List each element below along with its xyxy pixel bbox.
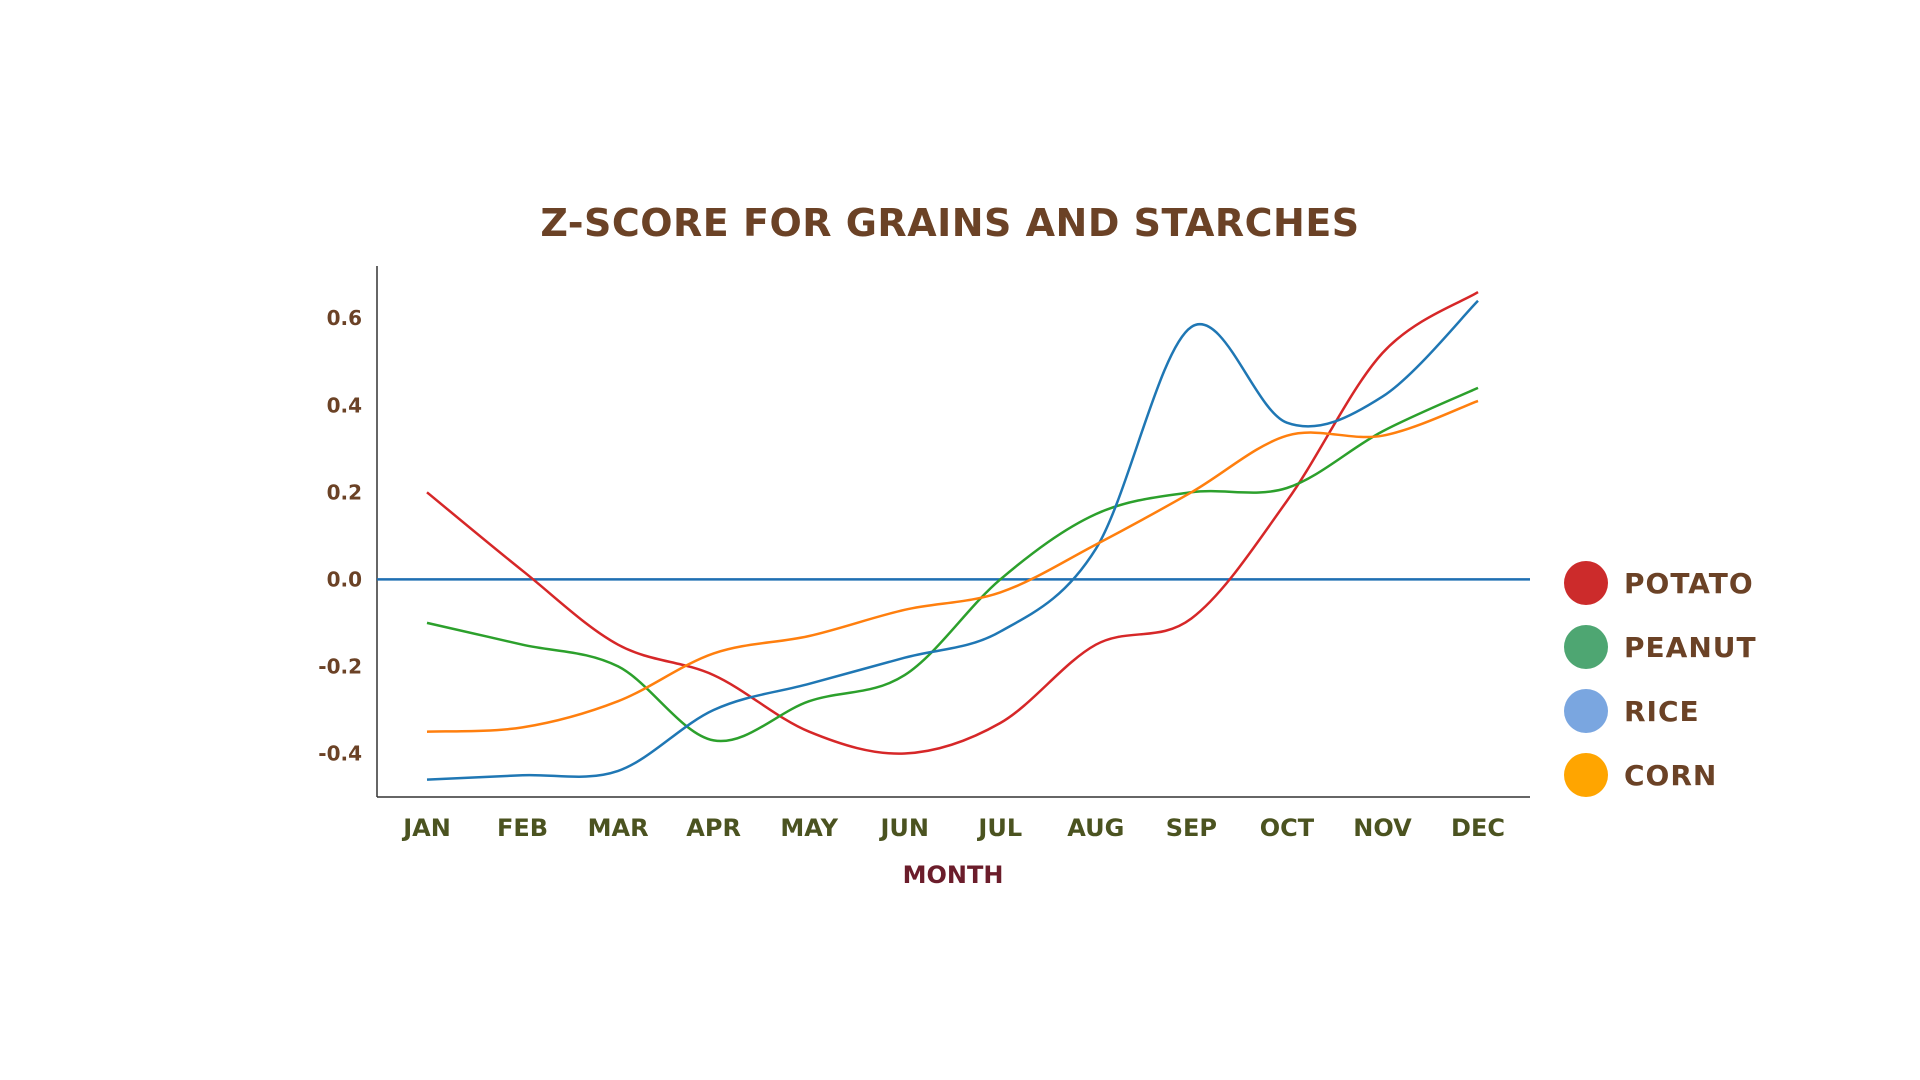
y-tick-label: 0.2 bbox=[327, 480, 362, 504]
x-tick-label: JUN bbox=[878, 814, 929, 842]
legend-label-corn: CORN bbox=[1624, 759, 1717, 792]
legend: POTATO PEANUT RICE CORN bbox=[1564, 561, 1757, 797]
chart-title: Z-SCORE FOR GRAINS AND STARCHES bbox=[540, 201, 1359, 245]
x-tick-label: APR bbox=[686, 814, 741, 842]
x-tick-labels: JAN FEB MAR APR MAY JUN JUL AUG SEP OCT NOV DEC bbox=[401, 814, 1505, 842]
y-tick-label: 0.4 bbox=[327, 393, 362, 417]
x-tick-label: SEP bbox=[1166, 814, 1217, 842]
series-line-peanut bbox=[426, 386, 1479, 743]
series-lines bbox=[426, 291, 1479, 781]
x-tick-label: JUL bbox=[976, 814, 1022, 842]
x-tick-label: JAN bbox=[401, 814, 451, 842]
x-tick-label: FEB bbox=[497, 814, 548, 842]
series-line-potato bbox=[426, 291, 1479, 755]
y-tick-label: -0.2 bbox=[318, 654, 362, 678]
x-tick-label: MAR bbox=[588, 814, 649, 842]
legend-marker-peanut bbox=[1564, 625, 1608, 669]
x-axis-label: MONTH bbox=[903, 861, 1004, 889]
y-tick-label: 0.6 bbox=[327, 306, 362, 330]
y-tick-labels: 0.6 0.4 0.2 0.0 -0.2 -0.4 bbox=[318, 306, 362, 765]
x-tick-label: OCT bbox=[1260, 814, 1315, 842]
y-tick-label: -0.4 bbox=[318, 741, 362, 765]
x-tick-label: AUG bbox=[1067, 814, 1124, 842]
legend-marker-corn bbox=[1564, 753, 1608, 797]
x-tick-label: NOV bbox=[1353, 814, 1412, 842]
legend-label-rice: RICE bbox=[1624, 695, 1700, 728]
series-line-corn bbox=[426, 399, 1479, 733]
legend-label-peanut: PEANUT bbox=[1624, 631, 1757, 664]
y-tick-label: 0.0 bbox=[327, 567, 362, 591]
x-tick-label: MAY bbox=[780, 814, 838, 842]
legend-label-potato: POTATO bbox=[1624, 567, 1754, 600]
legend-marker-potato bbox=[1564, 561, 1608, 605]
series-line-rice bbox=[426, 299, 1479, 781]
legend-marker-rice bbox=[1564, 689, 1608, 733]
x-tick-label: DEC bbox=[1451, 814, 1505, 842]
